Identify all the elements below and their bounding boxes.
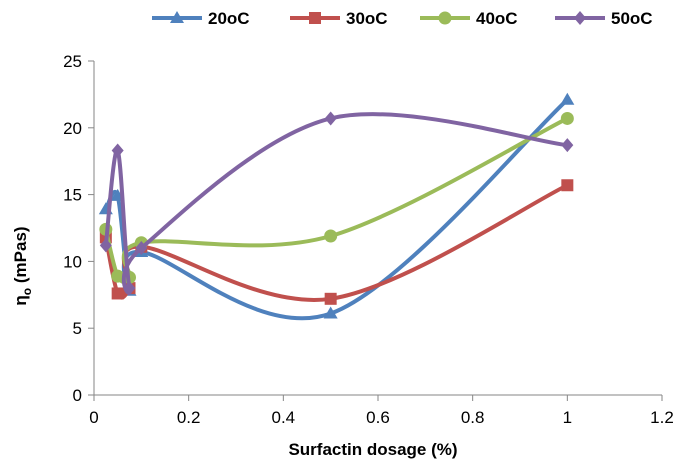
x-tick-label: 1 — [563, 408, 572, 427]
y-axis-ticks: 0 5 10 15 20 25 — [63, 52, 94, 405]
series-30oc-marker — [561, 179, 574, 192]
series-20oc — [98, 92, 575, 321]
y-axis-title: ηo (mPas) — [11, 226, 34, 305]
legend-40oc-marker — [438, 11, 452, 25]
y-tick-label: 15 — [63, 186, 82, 205]
legend-30oc: 30oC — [290, 9, 388, 28]
series-20oc-marker — [560, 92, 575, 105]
y-axis-title-subscript: o — [20, 288, 34, 295]
series-20oc-marker — [323, 306, 338, 319]
y-tick-label: 5 — [73, 319, 82, 338]
series-layer — [98, 92, 575, 321]
series-30oc-marker — [324, 292, 337, 305]
x-axis-ticks: 0 0.2 0.4 0.6 0.8 1 1.2 — [89, 395, 674, 427]
legend: 20oC 30oC 40oC 50oC — [152, 9, 653, 28]
legend-40oc: 40oC — [420, 9, 518, 28]
series-40oc-marker — [560, 111, 574, 125]
series-50oc-marker — [111, 143, 124, 158]
series-50oc-marker — [99, 238, 112, 253]
series-50oc-marker — [324, 111, 337, 126]
y-tick-label: 0 — [73, 386, 82, 405]
series-30oc-marker — [111, 287, 124, 300]
legend-50oc: 50oC — [555, 9, 653, 28]
legend-30oc-marker — [309, 12, 321, 24]
y-tick-label: 10 — [63, 252, 82, 271]
legend-50oc-label: 50oC — [611, 9, 653, 28]
legend-20oc: 20oC — [152, 9, 250, 28]
y-axis-title-unit: (mPas) — [11, 226, 30, 287]
series-40oc — [99, 111, 574, 284]
x-tick-label: 0.2 — [177, 408, 201, 427]
series-50oc-marker — [135, 241, 148, 256]
legend-20oc-label: 20oC — [208, 9, 250, 28]
x-tick-label: 0.8 — [461, 408, 485, 427]
x-tick-label: 0 — [89, 408, 98, 427]
y-axis-title-symbol: η — [11, 295, 30, 305]
series-40oc-marker — [324, 229, 338, 243]
x-tick-label: 0.4 — [272, 408, 296, 427]
x-tick-label: 0.6 — [366, 408, 390, 427]
y-tick-label: 25 — [63, 52, 82, 71]
series-50oc-marker — [123, 281, 136, 296]
x-tick-label: 1.2 — [650, 408, 674, 427]
legend-20oc-marker — [170, 11, 184, 23]
legend-40oc-label: 40oC — [476, 9, 518, 28]
x-axis-title: Surfactin dosage (%) — [288, 440, 457, 459]
legend-50oc-marker — [574, 11, 586, 25]
series-40oc-marker — [111, 269, 125, 283]
series-50oc-marker — [561, 138, 574, 153]
legend-30oc-label: 30oC — [346, 9, 388, 28]
series-50oc — [99, 111, 574, 296]
series-20oc-line — [104, 98, 569, 321]
y-tick-label: 20 — [63, 119, 82, 138]
